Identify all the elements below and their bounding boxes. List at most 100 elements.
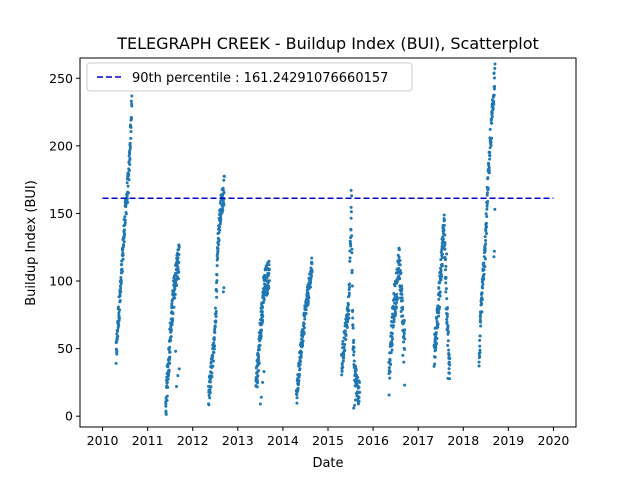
data-point (295, 401, 299, 405)
data-point (128, 158, 132, 162)
data-point (482, 262, 486, 266)
data-point (125, 181, 129, 185)
data-point (485, 225, 489, 229)
legend: 90th percentile : 161.24291076660157 (86, 62, 413, 92)
data-point (436, 322, 440, 326)
data-point (388, 370, 392, 374)
data-point (177, 260, 181, 264)
data-point (255, 378, 259, 382)
data-point (490, 121, 494, 125)
data-point (438, 305, 442, 309)
data-point (298, 359, 302, 363)
data-point (115, 349, 119, 353)
data-point (166, 385, 170, 389)
data-point (216, 256, 220, 260)
data-point (478, 313, 482, 317)
data-point (173, 292, 177, 296)
data-point (174, 349, 178, 353)
data-point (257, 348, 261, 352)
data-point (169, 335, 173, 339)
y-tick-label: 0 (65, 409, 73, 424)
data-point (122, 236, 126, 240)
data-point (441, 237, 445, 241)
data-point (389, 351, 393, 355)
data-point (295, 396, 299, 400)
data-point (439, 272, 443, 276)
data-point (401, 305, 405, 309)
data-point (123, 218, 127, 222)
data-point (261, 318, 265, 322)
data-point (387, 393, 391, 397)
data-point (433, 355, 437, 359)
data-point (444, 276, 448, 280)
data-point (440, 274, 444, 278)
data-point (214, 310, 218, 314)
data-point (445, 252, 449, 256)
data-point (347, 287, 351, 291)
data-point (222, 190, 226, 194)
data-point (484, 229, 488, 233)
data-point (354, 364, 358, 368)
data-point (443, 241, 447, 245)
data-point (310, 270, 314, 274)
data-point (397, 248, 401, 252)
data-point (493, 62, 497, 66)
x-tick-label: 2013 (222, 433, 254, 448)
data-point (256, 353, 260, 357)
data-point (267, 267, 271, 271)
data-point (128, 143, 132, 147)
data-point (485, 202, 489, 206)
data-point (447, 371, 451, 375)
data-point (221, 188, 225, 192)
data-point (439, 269, 443, 273)
data-point (481, 283, 485, 287)
data-point (126, 200, 130, 204)
data-point (174, 280, 178, 284)
data-point (446, 376, 450, 380)
data-point (487, 166, 491, 170)
data-point (400, 299, 404, 303)
data-point (127, 169, 131, 173)
data-point (393, 310, 397, 314)
data-point (398, 263, 402, 267)
data-point (488, 151, 492, 155)
data-point (298, 367, 302, 371)
data-point (356, 402, 360, 406)
data-point (208, 391, 212, 395)
data-point (307, 296, 311, 300)
data-point (222, 178, 226, 182)
y-tick-label: 200 (49, 138, 73, 153)
data-point (256, 381, 260, 385)
data-point (298, 372, 302, 376)
data-point (350, 284, 354, 288)
data-point (302, 326, 306, 330)
data-point (348, 249, 352, 253)
data-point (213, 327, 217, 331)
x-tick-label: 2010 (87, 433, 119, 448)
data-point (169, 328, 173, 332)
data-point (477, 364, 481, 368)
data-point (215, 295, 219, 299)
y-axis-label: Buildup Index (BUI) (24, 180, 39, 306)
data-point (117, 323, 121, 327)
data-point (116, 305, 120, 309)
data-point (217, 225, 221, 229)
data-point (259, 334, 263, 338)
data-point (122, 240, 126, 244)
data-point (445, 320, 449, 324)
data-point (123, 232, 127, 236)
data-point (443, 258, 447, 262)
data-point (166, 377, 170, 381)
data-point (340, 361, 344, 365)
y-tick-label: 250 (49, 71, 73, 86)
data-point (387, 366, 391, 370)
data-point (481, 286, 485, 290)
data-point (484, 221, 488, 225)
data-point (478, 351, 482, 355)
data-point (129, 130, 133, 134)
data-point (488, 157, 492, 161)
data-point (125, 197, 129, 201)
data-point (310, 262, 314, 266)
data-point (212, 351, 216, 355)
y-tick-label: 50 (57, 341, 73, 356)
